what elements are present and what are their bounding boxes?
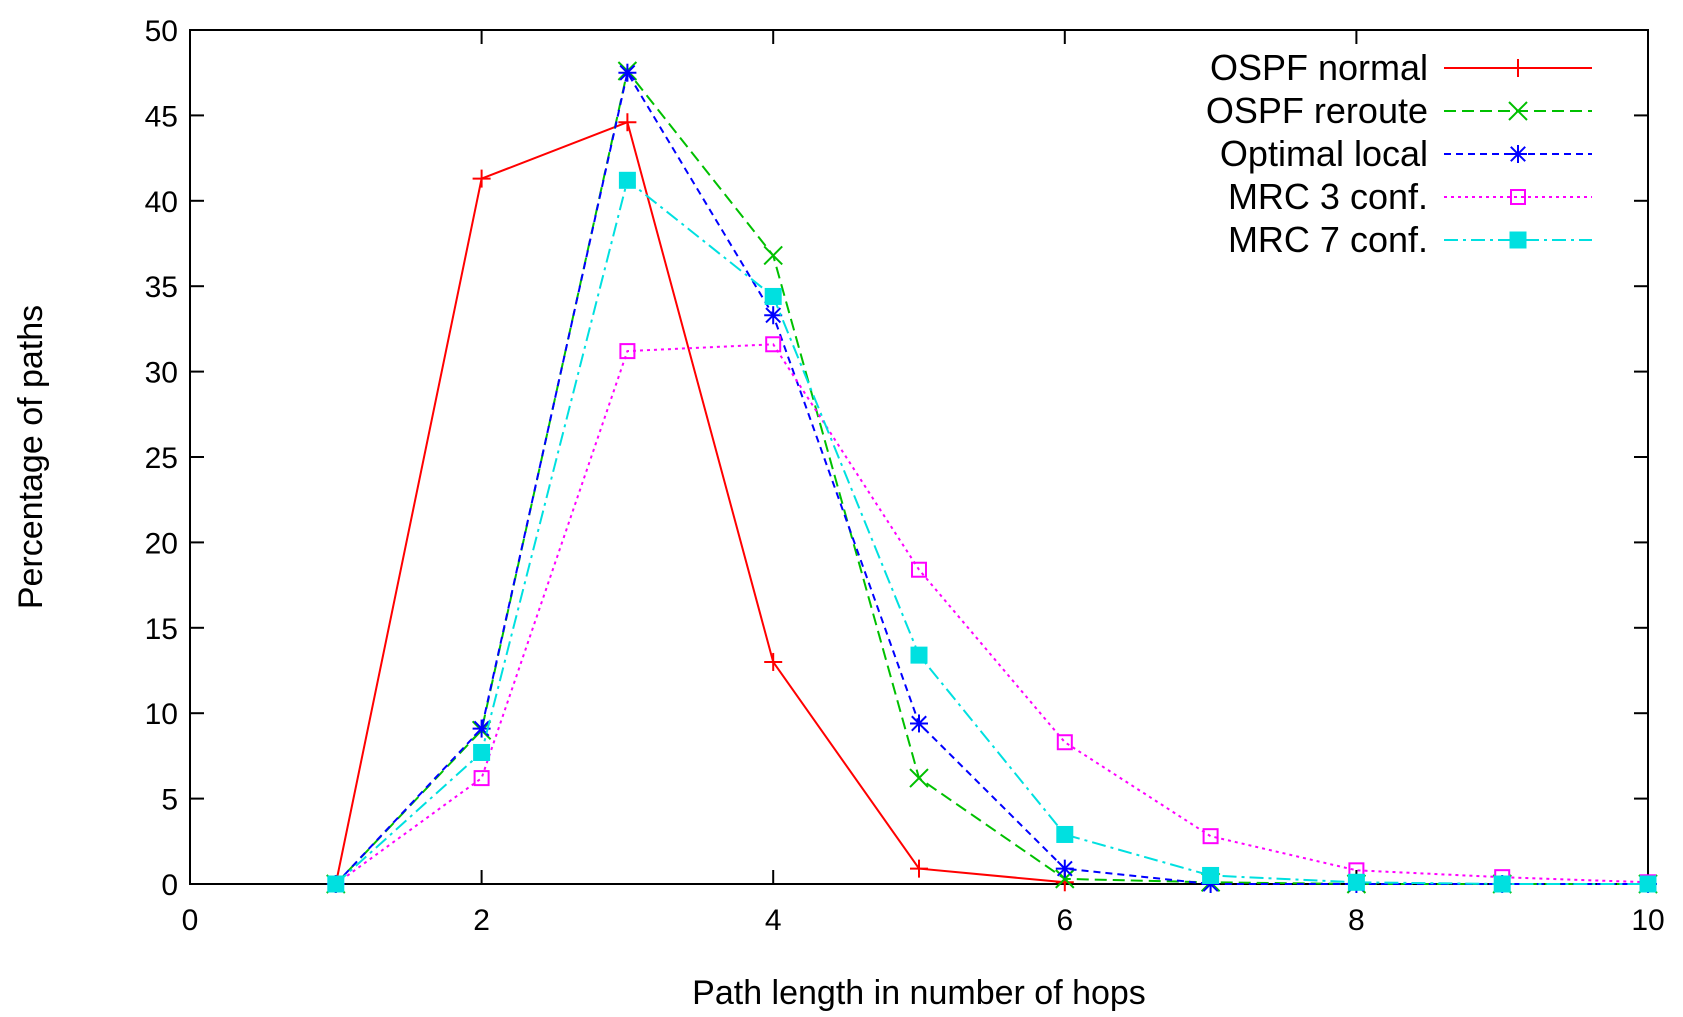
- data-point: [1055, 869, 1075, 889]
- legend-label: OSPF reroute: [1206, 90, 1428, 131]
- legend-swatch-marker: [1509, 59, 1527, 77]
- data-point: [1493, 875, 1511, 893]
- legend-label: Optimal local: [1220, 133, 1428, 174]
- series-line: [335, 70, 1648, 885]
- data-point: [765, 336, 782, 353]
- series-layer: [326, 61, 1658, 894]
- y-tick-label: 15: [145, 613, 178, 646]
- data-point: [1347, 873, 1365, 891]
- data-point: [910, 859, 928, 878]
- series-mrc-3-conf: [327, 336, 1656, 892]
- x-tick-label: 4: [765, 904, 782, 937]
- data-point: [472, 169, 491, 188]
- plot-frame: [189, 29, 1649, 885]
- legend-swatch-marker: [1509, 231, 1527, 249]
- legend-item: OSPF normal: [1210, 47, 1592, 88]
- data-point: [618, 171, 636, 189]
- y-tick-label: 20: [145, 527, 178, 560]
- legend-label: MRC 3 conf.: [1228, 176, 1428, 217]
- series-ospf-reroute: [326, 61, 1658, 894]
- data-point: [764, 652, 783, 671]
- legend-label: OSPF normal: [1210, 47, 1428, 88]
- x-tick-label: 6: [1056, 904, 1073, 937]
- x-tick-label: 2: [473, 904, 490, 937]
- data-point: [1639, 875, 1657, 893]
- data-point: [473, 770, 490, 787]
- y-tick-label: 50: [145, 15, 178, 48]
- legend-item: Optimal local: [1220, 133, 1592, 174]
- data-point: [619, 343, 636, 360]
- series-line: [335, 178, 1648, 885]
- data-point: [327, 875, 345, 893]
- series-mrc-7-conf: [327, 171, 1657, 893]
- data-point: [618, 63, 637, 82]
- y-tick-label: 10: [145, 698, 178, 731]
- y-axis-label: Percentage of paths: [12, 305, 50, 609]
- data-point: [473, 743, 491, 761]
- legend-swatch-marker: [1510, 189, 1526, 205]
- x-axis-label: Path length in number of hops: [692, 974, 1146, 1012]
- x-tick-label: 8: [1348, 904, 1365, 937]
- data-point: [1056, 734, 1073, 751]
- data-point: [1055, 859, 1074, 878]
- series-ospf-normal: [326, 113, 1074, 893]
- data-point: [911, 561, 927, 578]
- legend-label: MRC 7 conf.: [1228, 219, 1428, 260]
- series-line: [334, 120, 1065, 885]
- x-tick-label: 10: [1631, 904, 1664, 937]
- data-point: [909, 768, 929, 788]
- series-optimal-local: [326, 63, 1657, 893]
- data-point: [1202, 866, 1220, 884]
- legend-item: MRC 3 conf.: [1228, 176, 1592, 217]
- series-line: [335, 343, 1649, 885]
- y-tick-label: 40: [145, 186, 178, 219]
- y-tick-label: 45: [145, 100, 178, 133]
- y-tick-label: 5: [161, 784, 178, 817]
- data-point: [910, 646, 928, 664]
- y-tick-label: 30: [145, 357, 178, 390]
- legend-item: OSPF reroute: [1206, 90, 1592, 131]
- y-tick-label: 25: [145, 442, 178, 475]
- axis-ticks: 0 5 10 15 20 25 30 35 40 45 50 0 2 4 6 8 10: [145, 15, 1665, 937]
- data-point: [910, 714, 928, 733]
- y-tick-label: 0: [161, 869, 178, 902]
- series-line: [335, 68, 1648, 885]
- legend-swatch-marker: [1509, 145, 1527, 163]
- legend-swatch-marker: [1508, 101, 1528, 121]
- data-point: [763, 245, 783, 266]
- data-point: [1202, 828, 1219, 845]
- data-point: [618, 113, 637, 132]
- y-tick-label: 35: [145, 271, 178, 304]
- data-point: [764, 306, 783, 325]
- data-point: [1056, 825, 1074, 843]
- legend-item: MRC 7 conf.: [1228, 219, 1592, 260]
- x-tick-label: 0: [182, 904, 199, 937]
- data-point: [764, 287, 782, 305]
